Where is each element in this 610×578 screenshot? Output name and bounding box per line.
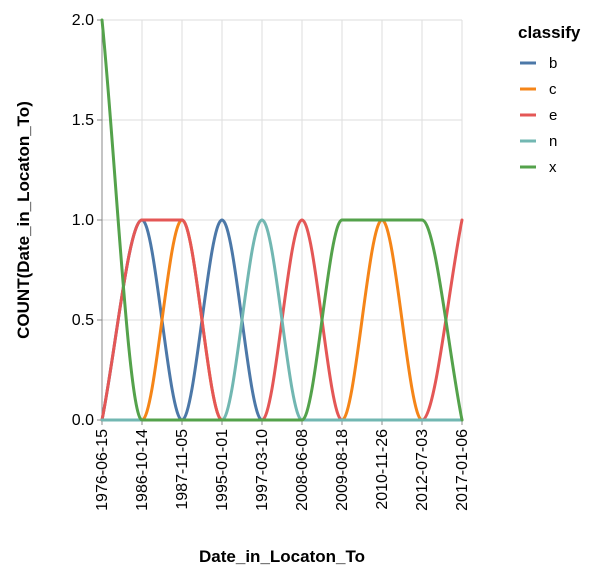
x-tick-label: 2009-08-18 [334, 429, 351, 511]
y-axis-title: COUNT(Date_in_Locaton_To) [14, 101, 33, 339]
legend-label-b: b [549, 55, 557, 72]
y-tick-label: 1.0 [72, 212, 94, 229]
x-tick-label: 2008-06-08 [294, 429, 311, 511]
legend-title: classify [518, 23, 581, 42]
x-tick-label: 2012-07-03 [414, 429, 431, 511]
y-tick-label: 0.0 [72, 412, 94, 429]
x-tick-label: 2010-11-26 [374, 429, 391, 510]
series-lines [100, 18, 464, 422]
x-tick-label: 1976-06-15 [94, 429, 111, 511]
y-tick-label: 0.5 [72, 312, 94, 329]
axes: 0.0 0.5 1.0 1.5 2.0 1976-06-15 1986-10-14 1987-… [72, 12, 471, 511]
legend-label-x: x [549, 159, 557, 176]
y-tick-label: 2.0 [72, 12, 94, 29]
x-tick-label: 1997-03-10 [254, 429, 271, 511]
x-tick-label: 1986-10-14 [134, 429, 151, 511]
x-tick-label: 2017-01-06 [454, 429, 471, 511]
legend-label-e: e [549, 107, 557, 124]
x-tick-label: 1987-11-05 [174, 429, 191, 510]
legend-label-n: n [549, 133, 557, 150]
x-tick-label: 1995-01-01 [214, 429, 231, 511]
series-line-x [100, 18, 464, 422]
legend-label-c: c [549, 81, 557, 98]
x-axis-title: Date_in_Locaton_To [199, 547, 365, 566]
y-tick-label: 1.5 [72, 112, 94, 129]
